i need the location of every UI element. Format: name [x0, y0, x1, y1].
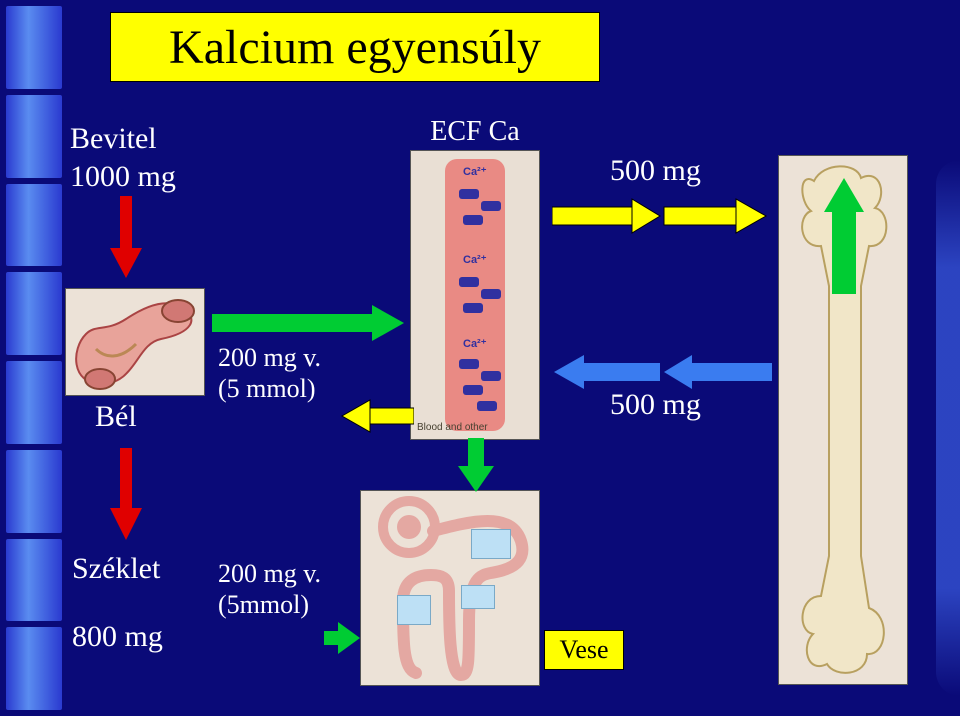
intestine-panel — [65, 288, 205, 396]
intake-label: Bevitel 1000 mg — [70, 120, 176, 195]
arrow-ecf-to-kidney — [452, 438, 500, 494]
arrow-ecf-to-bone — [552, 196, 772, 236]
gut-ecf-value: 200 mg v. (5 mmol) — [218, 342, 321, 404]
title-text: Kalcium egyensúly — [169, 20, 541, 75]
intake-line2: 1000 mg — [70, 158, 176, 196]
arrow-ecf-to-gut — [340, 398, 414, 434]
stool-amount: 800 mg — [72, 620, 163, 654]
kidney-label: Vese — [559, 635, 608, 665]
intake-line1: Bevitel — [70, 120, 176, 158]
kidney-value: 200 mg v. (5mmol) — [218, 558, 321, 620]
arrow-gut-to-ecf — [212, 303, 408, 343]
kidney-label-box: Vese — [544, 630, 624, 670]
ecf-vessel-panel: Ca²⁺ Ca²⁺ Ca²⁺ Blood and other — [410, 150, 540, 440]
arrow-kidney-loop — [324, 620, 362, 656]
value-to-bone: 500 mg — [610, 154, 701, 188]
title-box: Kalcium egyensúly — [110, 12, 600, 82]
arrow-bone-to-ecf — [552, 352, 772, 392]
mid-line1: 200 mg v. — [218, 342, 321, 373]
nephron-panel — [360, 490, 540, 686]
arrow-gut-to-stool — [106, 448, 146, 544]
stool-label: Széklet — [72, 552, 160, 586]
mid2-line2: (5mmol) — [218, 589, 321, 620]
left-accent-bars — [6, 6, 62, 710]
intestine-icon — [66, 289, 206, 397]
value-from-bone: 500 mg — [610, 388, 701, 422]
ecf-label: ECF Ca — [410, 116, 540, 148]
ecf-ca-label-1: Ca²⁺ — [463, 165, 487, 178]
mid-line2: (5 mmol) — [218, 373, 321, 404]
arrow-intake-to-gut — [106, 196, 146, 282]
mid2-line1: 200 mg v. — [218, 558, 321, 589]
ecf-ca-label-2: Ca²⁺ — [463, 253, 487, 266]
arrow-bone-remodel — [820, 176, 868, 296]
intestine-label: Bél — [95, 400, 137, 434]
blood-other-caption: Blood and other — [417, 422, 488, 433]
nephron-icon — [361, 491, 541, 687]
right-accent — [936, 160, 960, 696]
ecf-ca-label-3: Ca²⁺ — [463, 337, 487, 350]
